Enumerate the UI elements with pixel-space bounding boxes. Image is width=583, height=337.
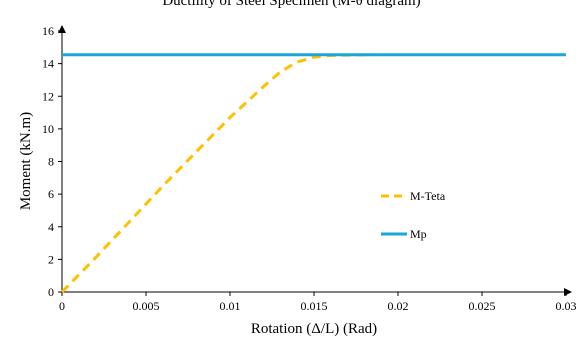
series-layer (60, 53, 566, 294)
x-axis-arrowhead (564, 288, 572, 296)
chart-title: Ductility of Steel Specimen (M-θ diagram… (162, 0, 421, 9)
y-tick-label: 12 (42, 89, 54, 103)
x-tick-label: 0.03 (556, 299, 577, 313)
y-tick-label: 8 (48, 155, 54, 169)
legend-label-mp: Mp (410, 227, 427, 241)
x-tick-label: 0.005 (133, 299, 160, 313)
x-tick-label: 0 (59, 299, 65, 313)
y-tick-label: 0 (48, 285, 54, 299)
y-tick-label: 4 (48, 220, 54, 234)
y-tick-label: 10 (42, 122, 54, 136)
series-line-m-teta (60, 53, 373, 294)
x-axis-label: Rotation (Δ/L) (Rad) (251, 321, 377, 337)
y-tick-label: 2 (48, 252, 54, 266)
y-tick-label: 14 (42, 57, 54, 71)
y-tick-label: 6 (48, 187, 54, 201)
x-tick-label: 0.02 (388, 299, 409, 313)
y-axis-label: Moment (kN.m) (18, 112, 34, 210)
x-tick-label: 0.015 (301, 299, 328, 313)
legend-label-m-teta: M-Teta (410, 189, 446, 203)
x-tick-label: 0.01 (220, 299, 241, 313)
x-tick-label: 0.025 (469, 299, 496, 313)
chart-title-clipped: Ductility of Steel Specimen (M-θ diagram… (0, 0, 583, 10)
axes: 0 2 4 6 8 10 12 14 16 0 0.005 0.01 0.015 0.02 0.025 0.0… (42, 24, 577, 313)
legend: M-Teta Mp (381, 189, 446, 241)
y-axis-arrowhead (58, 25, 66, 33)
y-tick-label: 16 (42, 24, 54, 38)
